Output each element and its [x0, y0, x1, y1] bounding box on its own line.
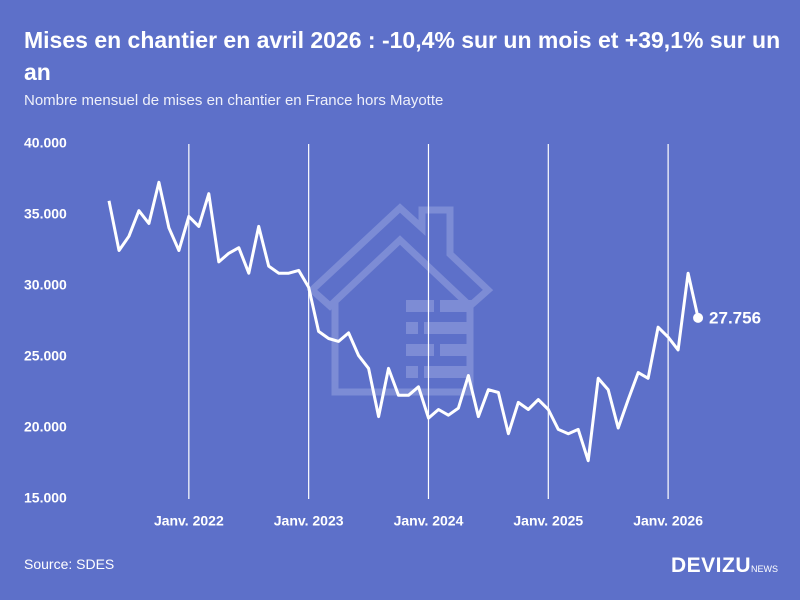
- logo-suffix: NEWS: [751, 564, 778, 574]
- chart-subtitle: Nombre mensuel de mises en chantier en F…: [24, 92, 444, 109]
- x-tick-label: Janv. 2026: [633, 513, 703, 529]
- house-watermark: [306, 203, 494, 396]
- y-tick-label: 25.000: [24, 348, 67, 364]
- y-tick-label: 35.000: [24, 206, 67, 222]
- logo: DEVIZUNEWS: [671, 554, 778, 578]
- x-tick-label: Janv. 2023: [274, 513, 344, 529]
- y-tick-label: 30.000: [24, 277, 67, 293]
- y-tick-label: 15.000: [24, 490, 67, 506]
- end-point: [693, 312, 704, 323]
- chart-title: Mises en chantier en avril 2026 : -10,4%…: [24, 27, 781, 85]
- x-tick-label: Janv. 2022: [154, 513, 224, 529]
- logo-name: DEVIZU: [670, 554, 751, 577]
- data-line: [107, 180, 700, 463]
- x-tick-label: Janv. 2024: [394, 513, 464, 529]
- x-tick-label: Janv. 2025: [513, 513, 583, 529]
- data-label: 27.756: [709, 308, 761, 327]
- source: Source: SDES: [24, 556, 115, 572]
- y-tick-label: 20.000: [24, 419, 67, 435]
- y-tick-label: 40.000: [24, 135, 67, 151]
